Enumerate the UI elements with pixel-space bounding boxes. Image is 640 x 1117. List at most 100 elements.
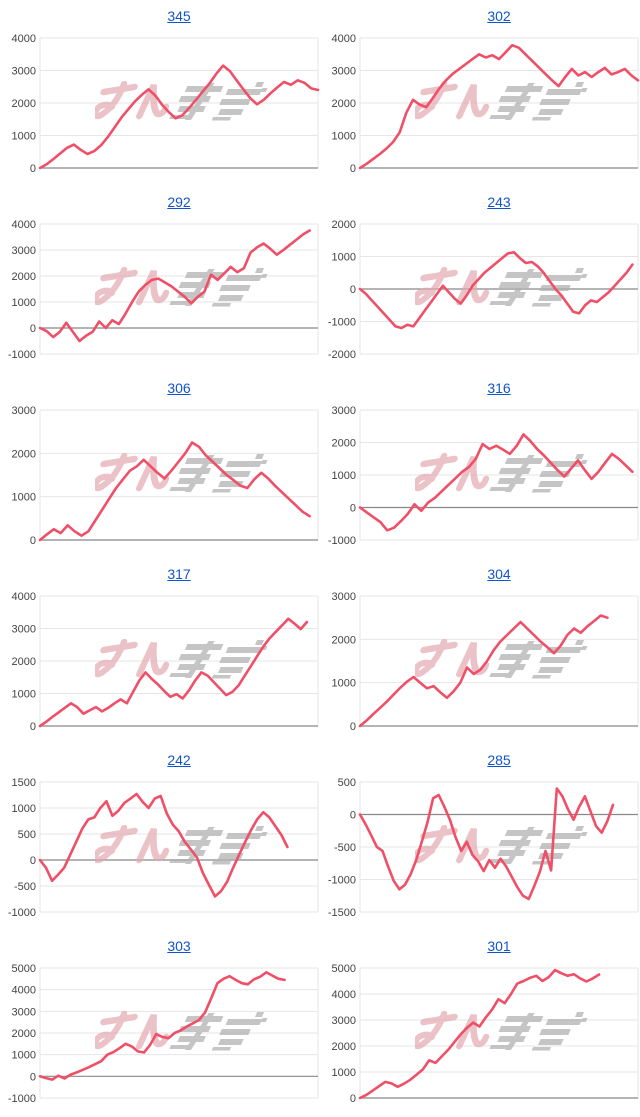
chart-title-link[interactable]: 242 [167,752,191,768]
y-tick-label: 0 [350,810,356,822]
series-line [358,43,640,170]
y-tick-label: 3000 [332,66,356,78]
y-tick-label: 0 [350,163,356,175]
y-tick-label: 3000 [332,591,356,603]
chart-cell: 306 3000 2000 1000 0 [0,372,320,558]
y-tick-label: 1000 [12,131,36,143]
y-tick-label: 4000 [12,985,36,997]
chart-plot: 1500 1000 500 0 -500 -1000 [8,777,319,919]
chart-plot: 4000 3000 2000 1000 0 [332,33,640,175]
chart-title-link[interactable]: 292 [167,194,191,210]
y-tick-label: -1000 [8,349,36,361]
chart-title-link[interactable]: 316 [487,380,511,396]
y-tick-label: 0 [30,323,36,335]
minkabu-watermark [94,1012,270,1051]
y-tick-label: 2000 [12,271,36,283]
chart-title-link[interactable]: 304 [487,566,511,582]
chart-title-link[interactable]: 303 [167,938,191,954]
series-line [38,441,312,542]
y-tick-label: -1500 [328,907,356,919]
y-tick-label: 500 [338,777,356,789]
minkabu-watermark [414,640,590,679]
chart-title-link[interactable]: 345 [167,8,191,24]
chart-plot: 4000 3000 2000 1000 0 -1000 [8,219,319,361]
chart-cell: 301 5000 4000 3000 2000 1000 0 [320,930,640,1116]
y-tick-label: 2000 [332,219,356,231]
chart-plot: 500 0 -500 -1000 -1500 [328,777,639,919]
y-tick-label: 1000 [12,297,36,309]
y-tick-label: 3000 [12,624,36,636]
series-line [38,229,312,343]
chart-cell: 285 500 0 -500 -1000 -1500 [320,744,640,930]
y-tick-label: 0 [350,503,356,515]
chart-cell: 242 1500 1000 500 0 -500 -1000 [0,744,320,930]
chart-cell: 292 4000 3000 2000 1000 0 -1000 [0,186,320,372]
y-tick-label: 2000 [12,1028,36,1040]
y-tick-label: -1000 [8,1093,36,1105]
y-tick-label: -500 [14,881,36,893]
y-tick-label: 1500 [12,777,36,789]
y-tick-label: 3000 [12,245,36,257]
y-tick-label: 1000 [332,1067,356,1079]
y-tick-label: 2000 [12,98,36,110]
series-line [358,433,634,532]
y-tick-label: 3000 [12,66,36,78]
chart-plot: 4000 3000 2000 1000 0 [12,591,319,733]
y-tick-label: 2000 [332,98,356,110]
y-tick-label: 2000 [332,634,356,646]
chart-plot: 5000 4000 3000 2000 1000 0 [332,963,639,1105]
y-tick-label: 5000 [332,963,356,975]
chart-plot: 3000 2000 1000 0 [12,405,319,547]
chart-plot: 3000 2000 1000 0 [332,591,639,733]
y-tick-label: -2000 [328,349,356,361]
y-tick-label: 2000 [332,438,356,450]
series-line [38,64,320,170]
series-line [38,792,289,898]
chart-title-link[interactable]: 243 [487,194,511,210]
chart-title-link[interactable]: 306 [167,380,191,396]
minkabu-watermark [414,454,590,493]
chart-cell: 304 3000 2000 1000 0 [320,558,640,744]
chart-cell: 345 4000 3000 2000 1000 0 [0,0,320,186]
y-tick-label: 4000 [332,989,356,1001]
y-tick-label: -500 [334,842,356,854]
y-tick-label: 3000 [332,405,356,417]
series-line [38,971,286,1081]
y-tick-label: 1000 [332,131,356,143]
minkabu-watermark [94,640,270,679]
chart-plot: 4000 3000 2000 1000 0 [12,33,320,175]
y-tick-label: -1000 [328,317,356,329]
y-tick-label: 0 [30,1071,36,1083]
minkabu-watermark [94,268,270,307]
series-line [358,250,634,330]
y-tick-label: 0 [350,284,356,296]
y-tick-label: 2000 [12,656,36,668]
y-tick-label: 3000 [12,1006,36,1018]
chart-plot: 2000 1000 0 -1000 -2000 [328,219,639,361]
y-tick-label: 0 [30,535,36,547]
chart-plot: 3000 2000 1000 0 -1000 [328,405,639,547]
y-tick-label: 0 [350,1093,356,1105]
chart-title-link[interactable]: 317 [167,566,191,582]
y-tick-label: 3000 [12,405,36,417]
y-tick-label: 2000 [332,1041,356,1053]
y-tick-label: 0 [30,855,36,867]
chart-title-link[interactable]: 301 [487,938,511,954]
series-line [358,968,601,1100]
chart-cell: 316 3000 2000 1000 0 -1000 [320,372,640,558]
chart-title-link[interactable]: 302 [487,8,511,24]
chart-plot: 5000 4000 3000 2000 1000 0 -1000 [8,963,319,1105]
y-tick-label: 4000 [12,591,36,603]
y-tick-label: 1000 [332,252,356,264]
y-tick-label: 1000 [12,803,36,815]
y-tick-label: 2000 [12,448,36,460]
minkabu-watermark [414,1012,590,1051]
y-tick-label: -1000 [328,535,356,547]
y-tick-label: -1000 [8,907,36,919]
y-tick-label: 500 [18,829,36,841]
y-tick-label: 1000 [12,492,36,504]
y-tick-label: 1000 [12,1050,36,1062]
chart-title-link[interactable]: 285 [487,752,511,768]
y-tick-label: 3000 [332,1015,356,1027]
